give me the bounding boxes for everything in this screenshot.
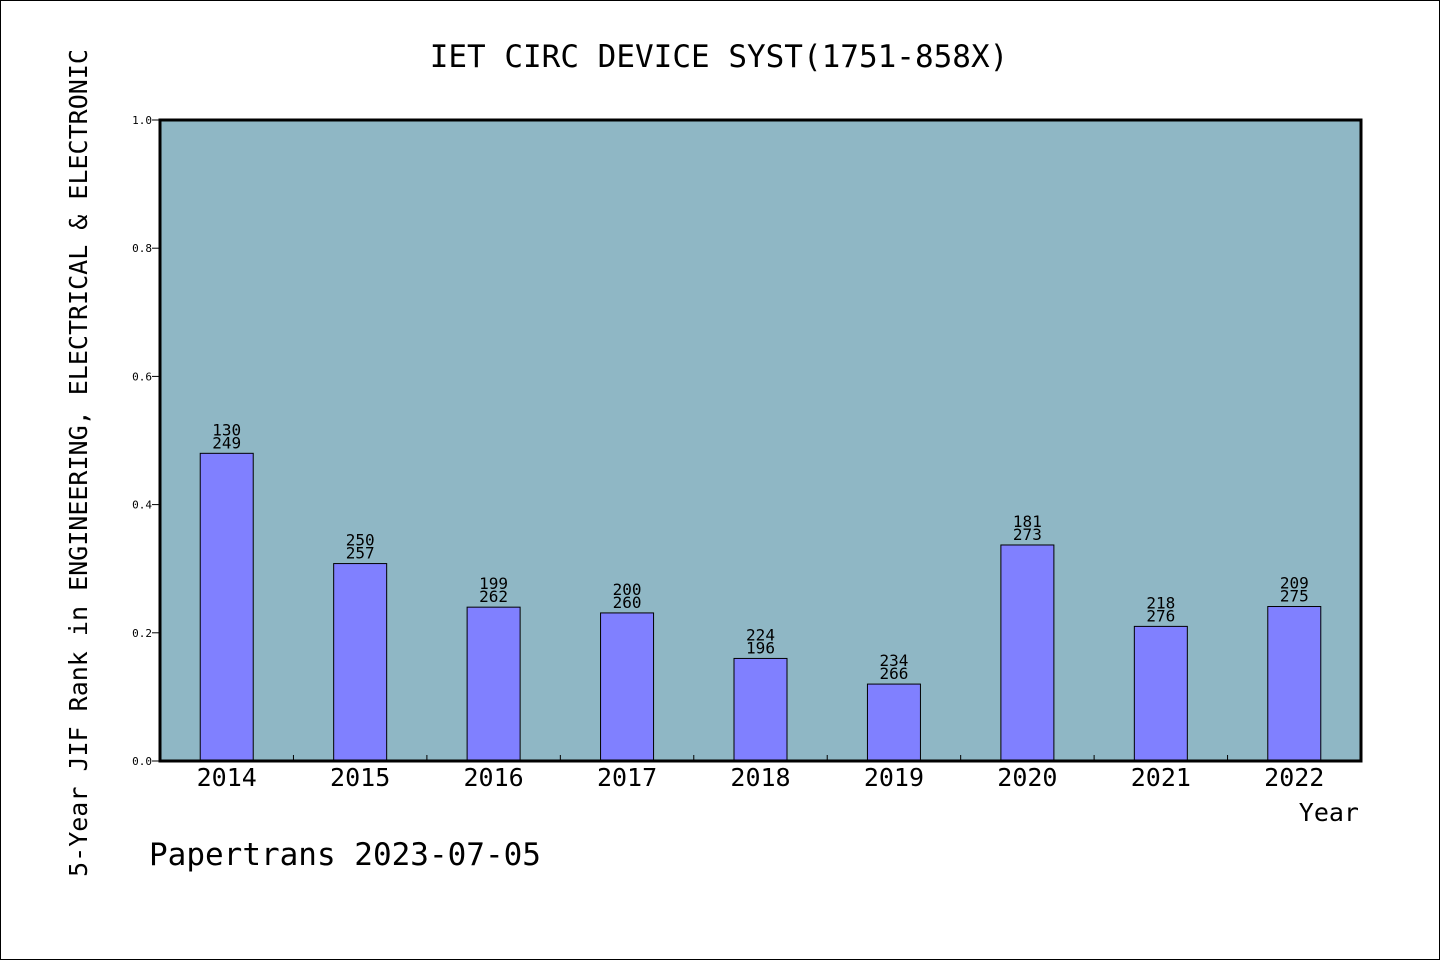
x-tick-label: 2014 [197,763,257,792]
y-tick-label: 1.0 [132,114,152,127]
chart-title: IET CIRC DEVICE SYST(1751-858X) [430,39,1009,75]
bar-label-bottom: 266 [879,664,908,683]
y-tick-label: 0.0 [132,755,152,768]
plot-border [158,118,1363,763]
bar [199,452,254,762]
x-tick-label: 2018 [730,763,790,792]
bar-label-top: 234 [879,651,908,670]
bar [866,683,921,762]
bar-label-top: 199 [479,574,508,593]
x-tick-label: 2021 [1131,763,1191,792]
bar-label-bottom: 276 [1146,606,1175,625]
x-tick-label: 2022 [1264,763,1324,792]
x-tick-label: 2019 [864,763,924,792]
bar [1133,625,1188,762]
x-tick-label: 2017 [597,763,657,792]
x-tick-label: 2020 [997,763,1057,792]
bar-label-top: 209 [1280,574,1309,593]
y-tick-label: 0.4 [132,499,152,512]
bar [733,657,788,762]
bar-label-bottom: 262 [479,587,508,606]
bar [466,606,521,762]
bar-label-bottom: 196 [746,638,775,657]
bar-label-top: 200 [613,580,642,599]
bar-label-top: 224 [746,625,775,644]
bar-label-bottom: 260 [613,593,642,612]
bar-label-bottom: 275 [1280,587,1309,606]
bar-label-bottom: 257 [346,544,375,563]
bar [333,563,388,762]
bar-label-bottom: 273 [1013,525,1042,544]
bar [600,612,655,762]
x-axis-title: Year [1299,798,1359,827]
x-tick-label: 2016 [464,763,524,792]
bar [1267,606,1322,762]
y-axis-title: 5-Year JIF Rank in ENGINEERING, ELECTRIC… [64,49,93,877]
bar-label-top: 218 [1146,593,1175,612]
y-tick-label: 0.2 [132,627,152,640]
bar-label-top: 250 [346,531,375,550]
bar [1000,544,1055,762]
bar-label-top: 130 [212,420,241,439]
footer-credit: Papertrans 2023-07-05 [149,837,541,873]
x-tick-label: 2015 [330,763,390,792]
bar-label-bottom: 249 [212,433,241,452]
y-tick-label: 0.6 [132,370,152,383]
bar-label-top: 181 [1013,512,1042,531]
y-tick-label: 0.8 [132,242,152,255]
